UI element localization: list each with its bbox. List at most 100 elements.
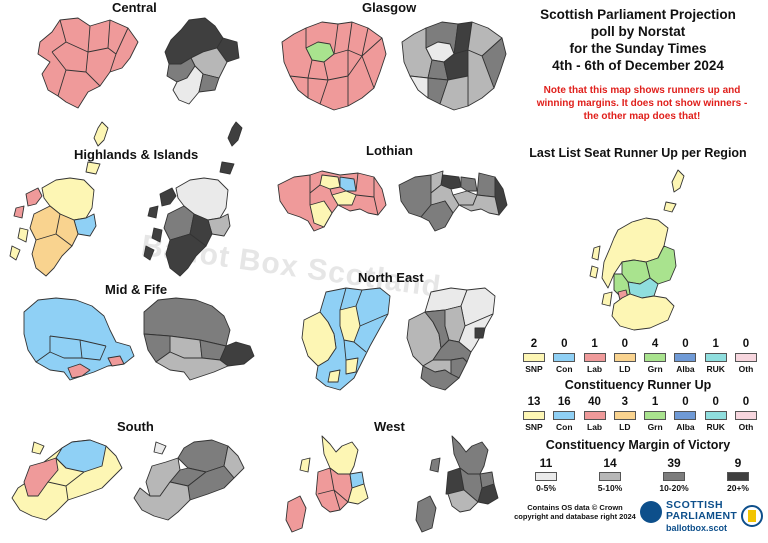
margin-count: 14	[603, 456, 617, 470]
margin-of-victory-legend: 11 0-5% 14 5-10% 39 10-20% 9 20+%	[522, 456, 762, 493]
title-line-2: poll by Norstat	[590, 24, 686, 39]
legend-swatch	[734, 353, 757, 362]
map-west-margin	[415, 435, 499, 533]
legend-count: 0	[561, 338, 568, 350]
legend-swatch	[644, 353, 667, 362]
map-northeast-runner-up	[301, 287, 391, 391]
legend-item-con: 0 Con	[550, 338, 578, 374]
legend-item-con: 16 Con	[550, 396, 578, 432]
note-line-3: the other map does that!	[583, 111, 701, 122]
legend-swatch	[523, 411, 545, 420]
legend-label: Grn	[647, 422, 663, 432]
legend-count: 1	[591, 338, 598, 350]
credit-line-2: copyright and database right 2024	[514, 512, 636, 521]
legend-item-lab: 1 Lab	[581, 338, 609, 374]
map-glasgow-runner-up	[281, 21, 387, 111]
margin-swatch	[663, 472, 685, 481]
constituency-runner-up-title: Constituency Runner Up	[564, 378, 712, 392]
legend-swatch	[613, 411, 636, 420]
legend-swatch	[583, 353, 606, 362]
legend-count: 13	[527, 396, 541, 408]
map-south-runner-up	[11, 439, 123, 521]
map-midfife-margin	[143, 297, 255, 381]
legend-label: Oth	[738, 364, 754, 374]
legend-swatch	[704, 353, 727, 362]
legend-item-ruk: 0 RUK	[702, 396, 730, 432]
region-title-northeast: North East	[358, 270, 424, 285]
legend-count: 4	[651, 338, 659, 350]
legend-item-ld: 0 LD	[611, 338, 639, 374]
constituency-runner-up-legend: 13 SNP 16 Con 40 Lab 3 LD 1 Grn 0 Alba 0 RUK 0 O…	[520, 396, 760, 432]
map-west-runner-up	[285, 435, 369, 533]
legend-count: 0	[682, 396, 689, 408]
legend-item-grn: 4 Grn	[641, 338, 669, 374]
legend-label: SNP	[525, 422, 543, 432]
margin-count: 39	[667, 456, 681, 470]
legend-count: 40	[588, 396, 601, 408]
list-runner-up-title: Last List Seat Runner Up per Region	[529, 146, 747, 160]
margin-label: 20+%	[727, 483, 749, 493]
legend-item-oth: 0 Oth	[732, 396, 760, 432]
map-lothian-margin	[398, 170, 508, 232]
logo-line-2: PARLIAMENT	[666, 510, 738, 522]
legend-item-grn: 1 Grn	[641, 396, 669, 432]
legend-swatch	[613, 353, 636, 362]
legend-swatch	[674, 411, 697, 420]
legend-count: 3	[621, 396, 629, 408]
legend-label: LD	[619, 422, 631, 432]
region-title-central: Central	[112, 0, 157, 15]
ballot-box-icon	[640, 501, 662, 523]
title-line-4: 4th - 6th of December 2024	[552, 58, 724, 73]
margin-count: 11	[539, 456, 553, 470]
map-lothian-runner-up	[277, 170, 387, 232]
map-south-margin	[133, 439, 245, 521]
legend-swatch	[734, 411, 757, 420]
projection-title: Scottish Parliament Projection poll by N…	[512, 6, 764, 74]
legend-swatch	[674, 353, 697, 362]
data-credit: Contains OS data © Crown copyright and d…	[505, 503, 645, 521]
legend-label: Con	[556, 364, 573, 374]
legend-count: 1	[712, 338, 719, 350]
map-scotland-list-runner-up	[589, 169, 685, 331]
map-highlands-runner-up	[9, 121, 109, 277]
legend-label: Oth	[738, 422, 754, 432]
margin-count: 9	[734, 456, 742, 470]
seal-icon	[741, 505, 763, 527]
legend-label: SNP	[525, 364, 543, 374]
legend-label: RUK	[706, 422, 725, 432]
region-title-west: West	[374, 419, 405, 434]
region-title-lothian: Lothian	[366, 143, 413, 158]
legend-item-lab: 40 Lab	[581, 396, 609, 432]
legend-item-snp: 2 SNP	[520, 338, 548, 374]
legend-count: 2	[530, 338, 538, 350]
legend-count: 0	[621, 338, 629, 350]
legend-count: 0	[742, 338, 750, 350]
warning-note: Note that this map shows runners up and …	[522, 84, 762, 123]
legend-swatch	[583, 411, 606, 420]
legend-label: Lab	[587, 364, 603, 374]
note-line-1: Note that this map shows runners up and	[543, 85, 741, 96]
legend-label: Grn	[647, 364, 663, 374]
margin-swatch	[535, 472, 557, 481]
legend-item-alba: 0 Alba	[671, 338, 699, 374]
map-glasgow-margin	[401, 21, 507, 111]
legend-count: 0	[712, 396, 719, 408]
margin-item-20-plus: 9 20+%	[714, 456, 762, 493]
map-northeast-margin	[406, 287, 496, 391]
legend-item-snp: 13 SNP	[520, 396, 548, 432]
legend-item-ld: 3 LD	[611, 396, 639, 432]
map-central-margin	[164, 17, 240, 105]
legend-label: Alba	[676, 422, 695, 432]
map-highlands-margin	[143, 121, 243, 277]
map-midfife-runner-up	[23, 297, 135, 381]
region-title-glasgow: Glasgow	[362, 0, 417, 15]
ballot-box-scotland-logo: SCOTTISH PARLIAMENT ballotbox.scot	[640, 497, 764, 541]
legend-item-oth: 0 Oth	[732, 338, 760, 374]
legend-count: 0	[682, 338, 689, 350]
legend-count: 16	[557, 396, 571, 408]
legend-label: Con	[556, 422, 573, 432]
margin-label: 5-10%	[597, 483, 623, 493]
note-line-2: winning margins. It does not show winner…	[536, 98, 748, 109]
logo-line-3: ballotbox.scot	[666, 523, 728, 533]
logo-line-1: SCOTTISH	[666, 499, 724, 511]
